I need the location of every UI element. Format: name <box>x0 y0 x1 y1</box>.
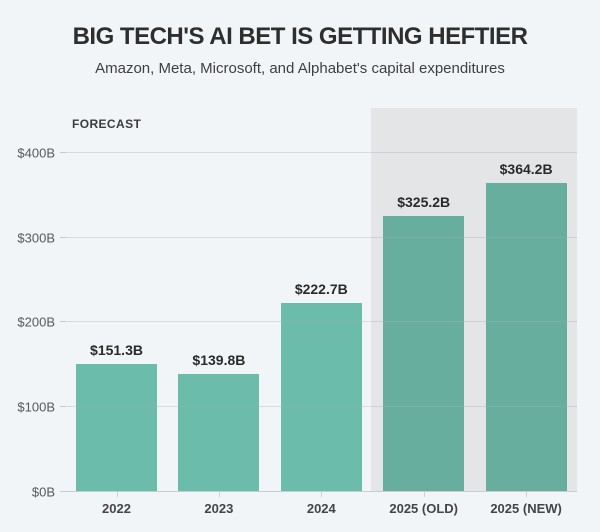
chart-subtitle: Amazon, Meta, Microsoft, and Alphabet's … <box>95 60 505 77</box>
x-tick-label: 2023 <box>204 501 234 516</box>
x-tick-label: 2025 (NEW) <box>490 501 562 516</box>
chart-title: BIG TECH'S AI BET IS GETTING HEFTIER <box>72 23 528 50</box>
y-tick-label: $200B <box>17 314 55 330</box>
forecast-label: FORECAST <box>72 117 142 131</box>
bar-2022 <box>76 363 157 492</box>
y-tick-mark <box>60 406 66 408</box>
x-axis-labels: 2022 2023 2024 2025 (OLD) 2025 (NEW) <box>60 501 577 521</box>
x-tick-label: 2025 (OLD) <box>389 501 459 516</box>
bar-2025-new <box>485 183 567 492</box>
y-tick-label: $100B <box>17 399 55 415</box>
y-tick-label: $300B <box>17 230 55 246</box>
x-axis-line <box>60 491 577 492</box>
gridline-100 <box>60 406 577 408</box>
bar-value-label: $139.8B <box>192 351 246 368</box>
bar-value-label: $151.3B <box>90 341 143 358</box>
y-tick-mark <box>60 151 66 153</box>
bar-2025-old <box>383 216 465 492</box>
bar-2023 <box>178 373 260 492</box>
x-tick-mark <box>116 492 118 497</box>
bar-value-label: $364.2B <box>499 161 553 178</box>
y-tick-label: $0B <box>31 484 55 500</box>
bar-2024 <box>280 303 362 492</box>
gridline-200 <box>60 321 577 323</box>
y-tick-mark <box>60 321 66 323</box>
y-tick-mark <box>60 236 66 238</box>
bar-value-label: $222.7B <box>294 281 348 298</box>
plot-area: FORECAST $151.3B $139.8B $222.7B $325.2B $36… <box>60 108 577 497</box>
x-tick-mark <box>321 492 323 497</box>
y-tick-label: $400B <box>17 145 55 161</box>
x-tick-mark <box>218 492 220 497</box>
x-tick-label: 2022 <box>102 501 131 516</box>
gridline-400 <box>60 151 577 153</box>
bar-value-label: $325.2B <box>397 194 451 211</box>
y-axis-labels: $0B $100B $200B $300B $400B <box>0 108 55 499</box>
gridline-300 <box>60 236 577 238</box>
x-tick-label: 2024 <box>306 501 336 516</box>
x-tick-mark <box>526 492 528 497</box>
x-tick-mark <box>423 492 425 497</box>
